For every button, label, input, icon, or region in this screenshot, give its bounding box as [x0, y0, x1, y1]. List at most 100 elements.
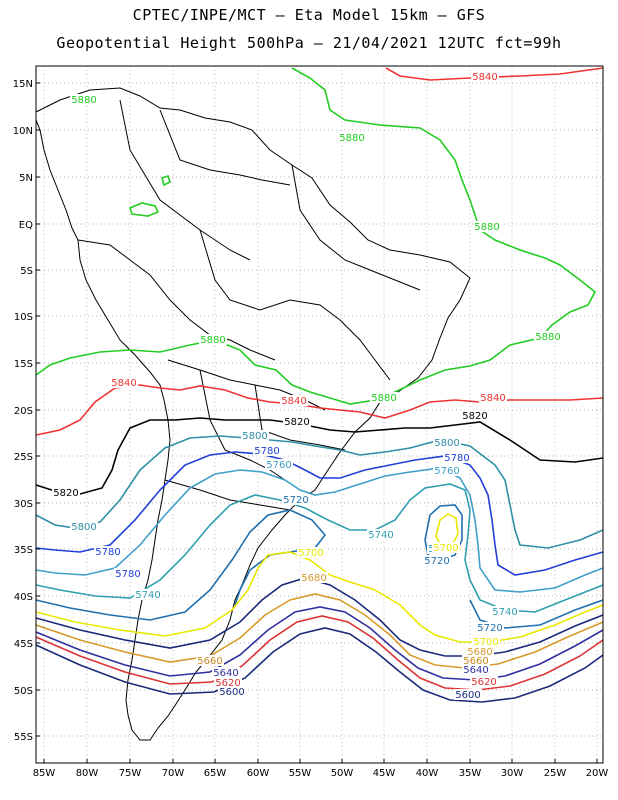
- contour-label-bg: [443, 452, 471, 463]
- contour-label: 5660: [463, 656, 488, 667]
- contour-label-bg: [70, 94, 98, 105]
- contour-labels: 5880 5880 5880 5880 5880 5880 5840 5840 5840 5840…: [52, 71, 562, 701]
- contour-label-group: 5720: [476, 622, 504, 634]
- contour-label-bg: [433, 465, 461, 476]
- contour-label-group: 5680: [466, 646, 494, 658]
- contour-5880-north-small: [129, 202, 160, 217]
- contour-label-group: 5880: [199, 334, 227, 346]
- contour-label: 5880: [371, 393, 396, 404]
- contour-label: 5780: [444, 453, 469, 464]
- contour-label: 5820: [284, 417, 309, 428]
- contour-label-bg: [110, 377, 138, 388]
- lat-tick-label: 40S: [14, 592, 33, 603]
- contour-label-bg: [265, 459, 293, 470]
- contour-label-group: 5600: [454, 689, 482, 701]
- contour-label-bg: [534, 331, 562, 342]
- contour-label-bg: [491, 606, 519, 617]
- contour-label-bg: [338, 132, 366, 143]
- contour-label-bg: [466, 646, 494, 657]
- map-frame: [35, 65, 604, 764]
- contour-label-bg: [282, 494, 310, 505]
- contour-label: 5700: [298, 548, 323, 559]
- contour-label: 5680: [301, 573, 326, 584]
- contour-label-bg: [218, 686, 246, 697]
- lat-tick-label: 45S: [14, 639, 33, 650]
- contour-label-group: 5820: [283, 416, 311, 428]
- contour-label-group: 5780: [443, 452, 471, 464]
- contour-label-bg: [367, 529, 395, 540]
- contour-label-bg: [461, 410, 489, 421]
- lon-tick-label: 40W: [416, 768, 439, 779]
- contour-label: 5880: [200, 335, 225, 346]
- contour-label: 5780: [115, 569, 140, 580]
- contour-5640: [35, 606, 604, 681]
- contour-label-group: 5620: [470, 676, 498, 688]
- contour-label: 5880: [474, 222, 499, 233]
- contour-label: 5820: [53, 488, 78, 499]
- contour-label: 5740: [135, 590, 160, 601]
- contour-label-group: 5880: [70, 94, 98, 106]
- contour-label-group: 5780: [253, 445, 281, 457]
- contour-5620: [35, 615, 604, 691]
- lon-tick-label: 45W: [373, 768, 396, 779]
- contour-label: 5840: [472, 72, 497, 83]
- contour-5780: [35, 451, 604, 576]
- lon-tick-label: 80W: [76, 768, 99, 779]
- contour-label: 5820: [462, 411, 487, 422]
- contour-label-bg: [462, 664, 490, 675]
- contour-label-group: 5880: [534, 331, 562, 343]
- contour-label: 5680: [467, 647, 492, 658]
- contour-label-bg: [70, 521, 98, 532]
- lon-tick-label: 55W: [289, 768, 312, 779]
- contour-label-group: 5880: [338, 132, 366, 144]
- contour-label: 5660: [197, 656, 222, 667]
- contour-label-bg: [241, 430, 269, 441]
- map-background: [36, 66, 603, 763]
- contour-label-group: 5780: [94, 546, 122, 558]
- contour-label-group: 5700: [432, 542, 460, 554]
- contour-label: 5840: [480, 393, 505, 404]
- contour-label: 5700: [433, 543, 458, 554]
- contour-label: 5620: [471, 677, 496, 688]
- contour-label: 5840: [281, 396, 306, 407]
- contour-label: 5840: [111, 378, 136, 389]
- lon-tick-label: 60W: [247, 768, 270, 779]
- contour-label-group: 5640: [212, 667, 240, 679]
- contour-label-group: 5600: [218, 686, 246, 698]
- contour-label-group: 5700: [297, 547, 325, 559]
- contour-label-group: 5680: [300, 572, 328, 584]
- contour-label-group: 5720: [282, 494, 310, 506]
- contour-label-bg: [472, 636, 500, 647]
- contour-label-bg: [479, 392, 507, 403]
- lat-tick-label: 10S: [14, 312, 33, 323]
- contour-label-group: 5740: [134, 589, 162, 601]
- contour-label-bg: [470, 676, 498, 687]
- lat-tick-label: 15S: [14, 359, 33, 370]
- lat-tick-label: 10N: [13, 126, 33, 137]
- contour-label: 5880: [535, 332, 560, 343]
- lat-tick-label: 50S: [14, 686, 33, 697]
- contour-label: 5720: [424, 556, 449, 567]
- lon-tick-label: 20W: [586, 768, 609, 779]
- contour-5600: [35, 627, 604, 703]
- contour-label-group: 5840: [471, 71, 499, 83]
- contour-label: 5760: [434, 466, 459, 477]
- lat-tick-label: 20S: [14, 406, 33, 417]
- contour-label-bg: [476, 622, 504, 633]
- lat-tick-label: 5N: [19, 173, 33, 184]
- contour-label-bg: [454, 689, 482, 700]
- contour-label-bg: [283, 416, 311, 427]
- contour-label-group: 5780: [114, 568, 142, 580]
- contour-5740: [35, 483, 604, 613]
- lat-tick-label: 55S: [14, 732, 33, 743]
- contour-label-group: 5700: [472, 636, 500, 648]
- contour-label-bg: [280, 395, 308, 406]
- contour-label-group: 5660: [462, 655, 490, 667]
- contour-label-bg: [212, 667, 240, 678]
- contour-label: 5620: [215, 678, 240, 689]
- contour-label: 5720: [477, 623, 502, 634]
- contour-label-bg: [300, 572, 328, 583]
- contour-5680: [35, 577, 604, 657]
- lat-tick-label: 25S: [14, 452, 33, 463]
- contour-label-bg: [423, 555, 451, 566]
